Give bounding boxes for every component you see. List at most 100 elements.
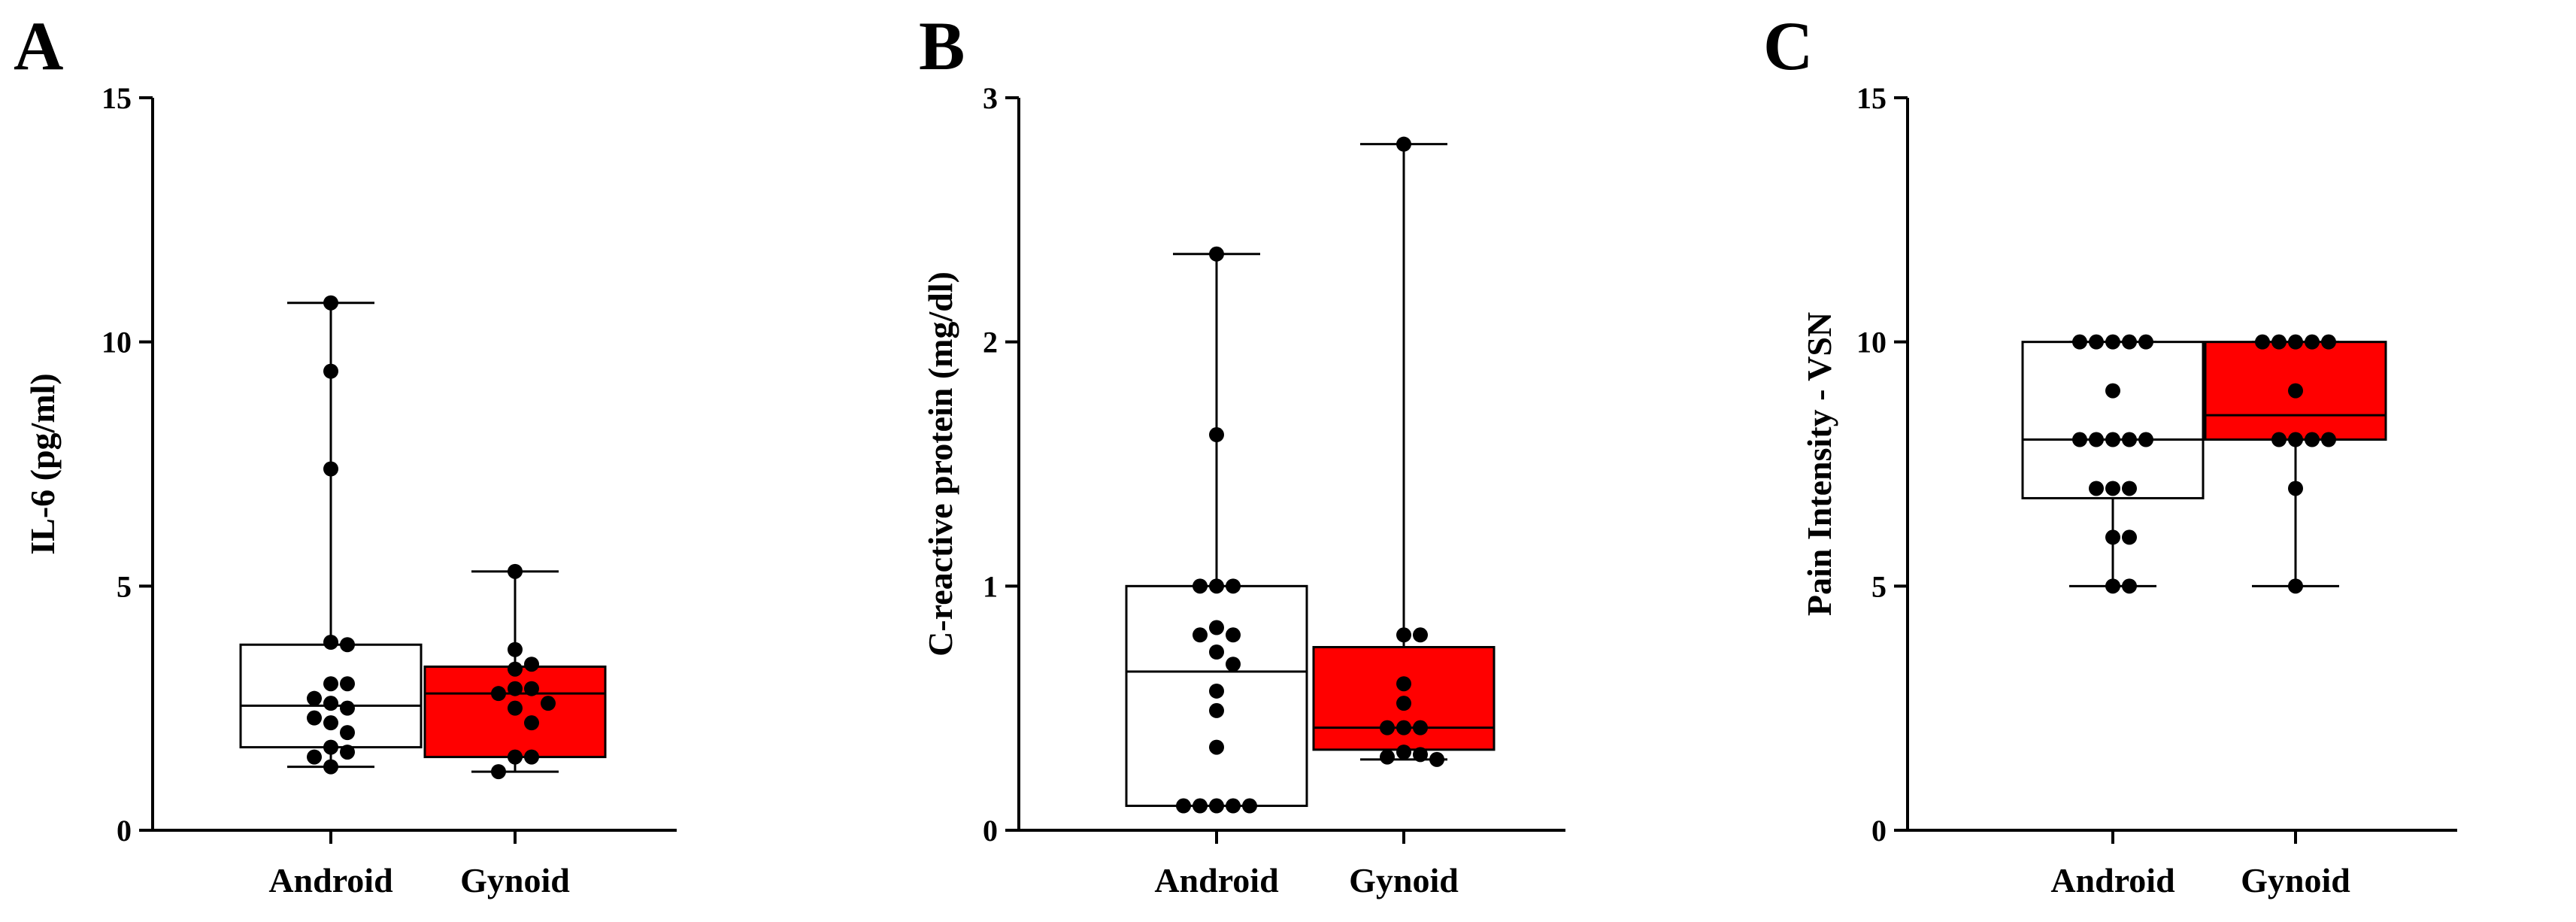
data-point bbox=[508, 641, 523, 657]
y-tick-label: 0 bbox=[983, 814, 998, 848]
data-point bbox=[1209, 578, 1224, 594]
y-tick-label: 3 bbox=[983, 81, 998, 115]
data-point bbox=[340, 700, 355, 716]
box-group-gynoid: Gynoid bbox=[423, 563, 607, 899]
data-point bbox=[2089, 432, 2104, 447]
panel-letter: A bbox=[14, 8, 63, 84]
y-tick-label: 5 bbox=[117, 569, 132, 603]
y-tick-label: 2 bbox=[983, 326, 998, 359]
data-point bbox=[1209, 644, 1224, 660]
data-point bbox=[1209, 739, 1224, 755]
box-group-gynoid: Gynoid bbox=[2204, 334, 2387, 899]
x-category-label: Gynoid bbox=[1349, 861, 1459, 899]
data-point bbox=[323, 635, 338, 651]
y-tick-label: 0 bbox=[1871, 814, 1887, 848]
data-point bbox=[1380, 749, 1395, 765]
data-point bbox=[2105, 529, 2120, 545]
data-point bbox=[2122, 334, 2137, 350]
data-point bbox=[2321, 334, 2336, 350]
data-point bbox=[307, 710, 322, 726]
data-point bbox=[1413, 747, 1428, 763]
y-axis-title: C-reactive protein (mg/dl) bbox=[921, 271, 959, 657]
data-point bbox=[307, 690, 322, 706]
data-point bbox=[323, 715, 338, 731]
data-point bbox=[1209, 702, 1224, 718]
data-point bbox=[1193, 627, 1208, 643]
data-point bbox=[1396, 720, 1411, 735]
data-point bbox=[508, 563, 523, 579]
data-point bbox=[1193, 798, 1208, 814]
data-point bbox=[1429, 751, 1444, 767]
data-point bbox=[2105, 432, 2120, 447]
x-category-label: Android bbox=[268, 861, 393, 899]
box-group-gynoid: Gynoid bbox=[1312, 136, 1496, 899]
y-tick-label: 10 bbox=[102, 326, 132, 359]
data-point bbox=[1209, 798, 1224, 814]
data-point bbox=[323, 295, 338, 311]
data-point bbox=[323, 739, 338, 755]
data-point bbox=[340, 745, 355, 760]
y-axis-title: IL-6 (pg/ml) bbox=[23, 373, 62, 555]
data-point bbox=[2089, 481, 2104, 496]
data-point bbox=[1209, 683, 1224, 699]
data-point bbox=[2105, 383, 2120, 399]
data-point bbox=[1209, 246, 1224, 262]
box-group-android: Android bbox=[1125, 246, 1308, 899]
data-point bbox=[1396, 136, 1411, 152]
y-axis-title: Pain Intensity - VSN bbox=[1800, 312, 1838, 616]
data-point bbox=[2138, 432, 2153, 447]
data-point bbox=[2105, 481, 2120, 496]
data-point bbox=[1176, 798, 1191, 814]
data-point bbox=[508, 749, 523, 765]
data-point bbox=[508, 700, 523, 716]
data-point bbox=[2288, 334, 2303, 350]
data-point bbox=[2122, 578, 2137, 594]
data-point bbox=[2305, 432, 2320, 447]
data-point bbox=[323, 676, 338, 692]
data-point bbox=[1226, 627, 1241, 643]
y-tick-label: 15 bbox=[1856, 81, 1887, 115]
data-point bbox=[1413, 720, 1428, 735]
data-point bbox=[1396, 627, 1411, 643]
panel-A: A 0 5 10 15 IL-6 (pg/ml) Android Gynoid bbox=[14, 8, 677, 899]
panel-letter: C bbox=[1763, 8, 1813, 84]
data-point bbox=[2138, 334, 2153, 350]
data-point bbox=[508, 681, 523, 696]
data-point bbox=[340, 637, 355, 653]
data-point bbox=[1396, 745, 1411, 760]
x-category-label: Android bbox=[1154, 861, 1279, 899]
y-tick-label: 1 bbox=[983, 569, 998, 603]
data-point bbox=[524, 657, 539, 672]
data-point bbox=[323, 363, 338, 379]
data-point bbox=[2288, 383, 2303, 399]
data-point bbox=[307, 749, 322, 765]
data-point bbox=[1242, 798, 1257, 814]
data-point bbox=[323, 759, 338, 775]
data-point bbox=[1396, 676, 1411, 692]
data-point bbox=[2072, 432, 2087, 447]
x-category-label: Gynoid bbox=[460, 861, 570, 899]
data-point bbox=[1226, 578, 1241, 594]
data-point bbox=[2288, 432, 2303, 447]
y-tick-label: 15 bbox=[102, 81, 132, 115]
data-point bbox=[2122, 481, 2137, 496]
data-point bbox=[2288, 481, 2303, 496]
data-point bbox=[1396, 696, 1411, 711]
box-group-android: Android bbox=[239, 295, 423, 899]
data-point bbox=[2089, 334, 2104, 350]
data-point bbox=[1209, 620, 1224, 635]
data-point bbox=[2271, 432, 2287, 447]
data-point bbox=[1413, 627, 1428, 643]
data-point bbox=[2122, 432, 2137, 447]
data-point bbox=[2305, 334, 2320, 350]
data-point bbox=[1209, 427, 1224, 443]
data-point bbox=[323, 461, 338, 477]
data-point bbox=[491, 686, 506, 702]
y-tick-label: 10 bbox=[1856, 326, 1887, 359]
box-iqr bbox=[2021, 341, 2205, 499]
data-point bbox=[2321, 432, 2336, 447]
x-category-label: Android bbox=[2050, 861, 2175, 899]
data-point bbox=[2105, 334, 2120, 350]
data-point bbox=[2122, 529, 2137, 545]
data-point bbox=[1226, 657, 1241, 672]
